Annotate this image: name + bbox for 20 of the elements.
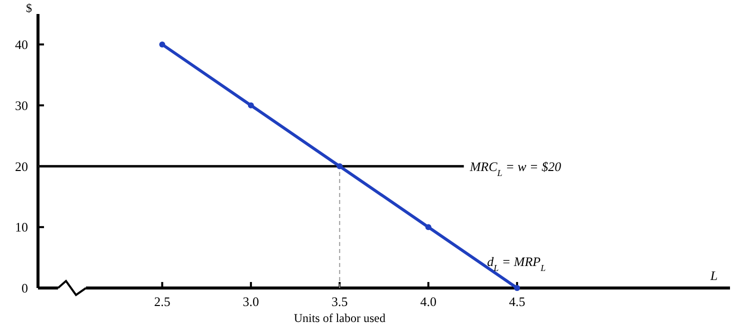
- y-tick-label: 0: [22, 280, 28, 296]
- y-axis-title: $: [26, 1, 32, 15]
- x-tick-label: 3.5: [332, 294, 348, 309]
- series-label: d$_{L}$ = MRP$_{L}$: [487, 254, 546, 273]
- point: [248, 102, 254, 108]
- y-tick-label: 40: [15, 36, 28, 52]
- point: [159, 41, 166, 48]
- series-label: MRC$_{L}$ = w = $20: [468, 159, 562, 178]
- y-tick-label: 10: [15, 220, 28, 235]
- point: [425, 224, 432, 230]
- x-tick-label: 4.5: [508, 294, 526, 309]
- x-tick-label: 3.0: [242, 294, 260, 309]
- x-tick-label: 4.0: [420, 294, 436, 309]
- point: [336, 163, 343, 170]
- annotation: L: [709, 268, 718, 283]
- x-axis-title: Units of labor used: [294, 311, 386, 325]
- x-tick-label: 2.5: [154, 294, 170, 309]
- y-tick-label: 30: [15, 98, 28, 113]
- point: [514, 285, 520, 291]
- y-tick-label: 20: [15, 158, 28, 174]
